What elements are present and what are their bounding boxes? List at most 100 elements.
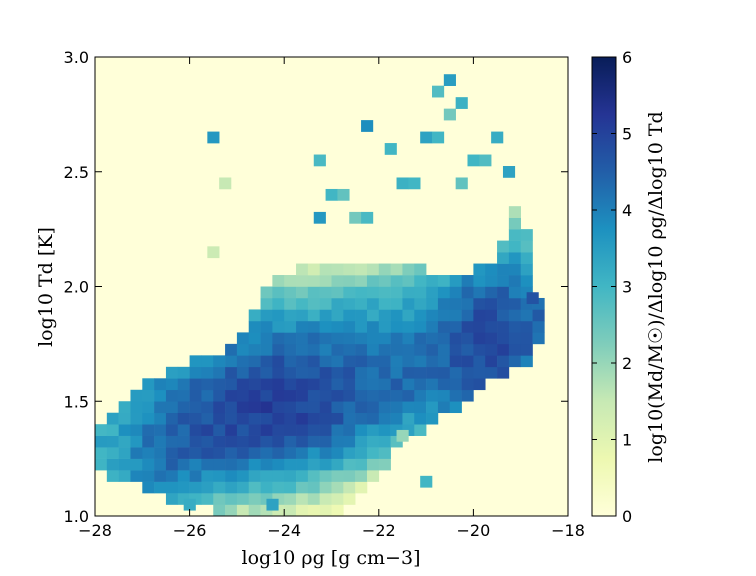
- x-tick-label: −24: [267, 521, 301, 540]
- heatmap-cell: [378, 309, 391, 322]
- heatmap-cell: [366, 378, 380, 391]
- heatmap-cell: [225, 493, 238, 505]
- heatmap-cell: [189, 412, 202, 425]
- heatmap-cell: [414, 309, 427, 322]
- heatmap-cell: [284, 493, 297, 505]
- heatmap-cell: [260, 332, 273, 345]
- heatmap-cell: [248, 320, 261, 333]
- heatmap-cell: [189, 366, 202, 379]
- heatmap-cell: [142, 458, 155, 471]
- heatmap-cell: [248, 458, 261, 471]
- heatmap-cell: [225, 424, 238, 436]
- heatmap-cell: [355, 297, 368, 310]
- heatmap-cell: [154, 435, 167, 448]
- heatmap-cell: [508, 275, 521, 287]
- heatmap-cell: [213, 355, 226, 368]
- heatmap-cell: [296, 366, 309, 379]
- heatmap-cell: [461, 378, 474, 391]
- heatmap-cell: [284, 435, 297, 448]
- heatmap-cell: [272, 320, 285, 333]
- heatmap-cell: [485, 275, 498, 287]
- heatmap-outlier-cell: [491, 131, 504, 144]
- heatmap-cell: [331, 297, 344, 310]
- heatmap-cell: [355, 366, 368, 379]
- heatmap-cell: [213, 458, 226, 471]
- heatmap-cell: [402, 389, 415, 402]
- heatmap-cell: [130, 447, 143, 459]
- heatmap-cell: [497, 366, 510, 379]
- heatmap-cell: [331, 320, 344, 333]
- heatmap-cell: [165, 458, 179, 471]
- heatmap-cell: [508, 343, 521, 356]
- heatmap-cell: [497, 263, 510, 276]
- heatmap-cell: [225, 389, 238, 402]
- heatmap-cell: [248, 389, 261, 402]
- heatmap-cell: [296, 309, 309, 322]
- heatmap-cell: [272, 355, 285, 368]
- heatmap-cell: [319, 424, 332, 436]
- heatmap-cell: [366, 389, 380, 402]
- heatmap-cell: [165, 481, 179, 494]
- heatmap-cell: [366, 275, 380, 287]
- heatmap-cell: [130, 412, 143, 425]
- heatmap-cell: [378, 412, 391, 425]
- heatmap-outlier-cell: [432, 85, 445, 98]
- heatmap-cell: [319, 309, 332, 322]
- heatmap-outlier-cell: [325, 188, 338, 201]
- heatmap-cell: [307, 493, 320, 505]
- heatmap-cell: [378, 424, 391, 436]
- heatmap-cell: [296, 504, 309, 517]
- heatmap-cell: [331, 493, 344, 505]
- heatmap-cell: [331, 286, 344, 299]
- heatmap-cell: [497, 297, 510, 310]
- heatmap-cell: [307, 320, 320, 333]
- heatmap-cell: [331, 378, 344, 391]
- heatmap-cell: [307, 424, 320, 436]
- x-tick-label: −22: [362, 521, 396, 540]
- heatmap-cell: [319, 343, 332, 356]
- heatmap-cell: [213, 447, 226, 459]
- heatmap-cell: [106, 447, 119, 459]
- heatmap-cell: [508, 320, 521, 333]
- heatmap-cell: [449, 343, 462, 356]
- heatmap-cell: [260, 424, 273, 436]
- heatmap-cell: [95, 435, 108, 448]
- heatmap-cell: [236, 447, 250, 459]
- heatmap-cell: [426, 378, 439, 391]
- heatmap-outlier-cell: [337, 188, 350, 201]
- heatmap-cell: [485, 332, 498, 345]
- heatmap-cell: [520, 332, 533, 345]
- heatmap-cell: [284, 401, 297, 414]
- heatmap-cell: [449, 286, 462, 299]
- heatmap-cell: [366, 263, 380, 276]
- heatmap-cell: [296, 355, 309, 368]
- heatmap-outlier-cell: [384, 143, 397, 155]
- heatmap-cell: [414, 332, 427, 345]
- heatmap-cell: [260, 412, 273, 425]
- heatmap-cell: [497, 252, 510, 264]
- heatmap-cell: [296, 275, 309, 287]
- heatmap-cell: [201, 424, 214, 436]
- heatmap-cell: [449, 378, 462, 391]
- heatmap-cell: [520, 343, 533, 356]
- heatmap-cell: [355, 286, 368, 299]
- heatmap-cell: [248, 401, 261, 414]
- heatmap-cell: [319, 493, 332, 505]
- y-tick-label: 1.0: [64, 507, 89, 526]
- heatmap-cell: [402, 263, 415, 276]
- heatmap-cell: [106, 424, 119, 436]
- heatmap-cell: [201, 493, 214, 505]
- heatmap-cell: [355, 470, 368, 482]
- heatmap-cell: [508, 206, 521, 218]
- heatmap-cell: [437, 275, 451, 287]
- heatmap-cell: [355, 424, 368, 436]
- heatmap-cell: [213, 435, 226, 448]
- heatmap-cell: [296, 263, 309, 276]
- heatmap-cell: [260, 401, 273, 414]
- heatmap-cell: [236, 470, 250, 482]
- heatmap-cell: [307, 389, 320, 402]
- heatmap-cell: [343, 355, 356, 368]
- heatmap-cell: [366, 470, 380, 482]
- heatmap-cell: [213, 401, 226, 414]
- heatmap-cell: [426, 309, 439, 322]
